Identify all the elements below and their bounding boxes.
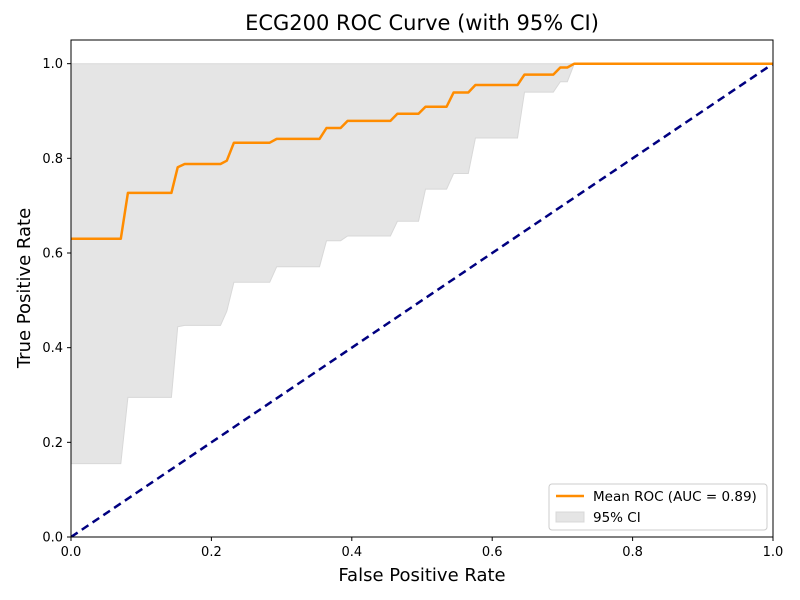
legend-box — [548, 483, 768, 531]
y-tick-label: 0.0 — [42, 531, 63, 546]
mean-roc-line — [71, 62, 773, 241]
y-tick-label: 0.6 — [42, 247, 63, 262]
x-axis-ticks: 0.0 0.2 0.4 0.6 0.8 1.0 — [61, 537, 784, 560]
plot-frame — [70, 39, 774, 538]
y-tick-label: 0.4 — [42, 341, 63, 356]
x-tick-label: 0.0 — [61, 545, 82, 560]
x-tick-label: 0.8 — [622, 545, 643, 560]
x-tick-label: 1.0 — [763, 545, 784, 560]
y-tick-label: 0.2 — [42, 436, 63, 451]
x-axis-label: False Positive Rate — [338, 565, 505, 586]
y-axis-label: True Positive Rate — [14, 208, 35, 369]
x-tick-label: 0.4 — [341, 545, 362, 560]
legend: Mean ROC (AUC = 0.89) 95% CI — [548, 483, 768, 531]
chart-title: ECG200 ROC Curve (with 95% CI) — [245, 11, 599, 35]
x-tick-label: 0.2 — [201, 545, 222, 560]
x-tick-label: 0.6 — [482, 545, 503, 560]
legend-swatch-patch — [555, 511, 585, 523]
y-axis-ticks: 0.0 0.2 0.4 0.6 0.8 1.0 — [42, 57, 71, 546]
legend-label: 95% CI — [593, 510, 641, 526]
y-tick-label: 0.8 — [42, 152, 63, 167]
ci-band — [71, 63, 773, 465]
y-tick-label: 1.0 — [42, 57, 63, 72]
chance-diagonal-line — [71, 62, 773, 537]
plot-area — [71, 62, 773, 537]
legend-label: Mean ROC (AUC = 0.89) — [593, 489, 757, 505]
